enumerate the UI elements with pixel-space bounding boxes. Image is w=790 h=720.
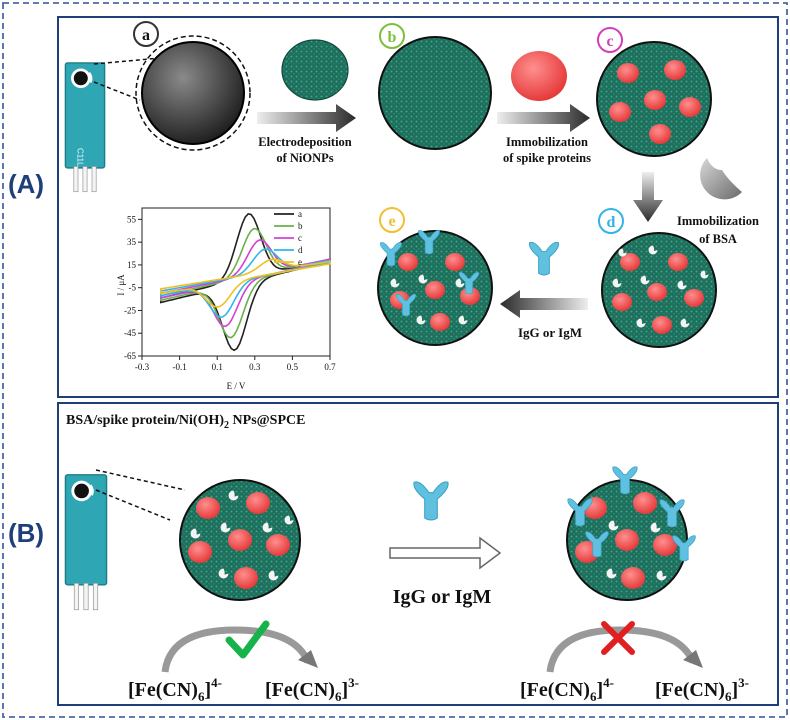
x-tick-label: 0.7: [324, 362, 336, 372]
cv-curve-e: [160, 258, 331, 308]
probe-left-label-left: [Fe(CN)6]4-: [128, 675, 222, 704]
step-e-letter: e: [388, 213, 395, 230]
zoom-circle: [135, 35, 251, 151]
sensor-after-binding: [566, 466, 696, 601]
spike-modified-disk: [596, 41, 712, 157]
arrow-c-to-d: [633, 172, 663, 222]
chart-y-label: I / μA: [116, 274, 126, 296]
x-tick-label: -0.3: [135, 362, 150, 372]
step-d-badge: [598, 208, 624, 234]
step-b-badge: [379, 23, 405, 49]
y-tick-label: -65: [124, 351, 136, 361]
probe-right-label-left: [Fe(CN)6]3-: [265, 675, 359, 704]
x-tick-label: 0.1: [212, 362, 223, 372]
y-tick-label: -5: [129, 283, 137, 293]
step-c-letter: c: [606, 33, 613, 50]
step-d-letter: d: [607, 214, 616, 231]
bsa-molecule: [700, 158, 742, 200]
step-c-badge: [597, 27, 623, 53]
chart-plot-area: [141, 207, 331, 357]
arrow-cd-label-2: of BSA: [699, 232, 737, 246]
electrode-label: C11L: [76, 148, 85, 167]
x-tick-label: 0.3: [249, 362, 261, 372]
legend-label-b: b: [298, 221, 303, 231]
cross-icon: [601, 621, 635, 655]
step-a-badge: [133, 21, 159, 47]
check-icon: [225, 620, 270, 659]
nionp-particle: [281, 39, 349, 101]
legend-label-e: e: [298, 257, 302, 267]
x-tick-label: -0.1: [172, 362, 186, 372]
arrow-a-to-b: [257, 104, 356, 132]
arrow-ab-label-2: of NiONPs: [276, 151, 333, 165]
arrow-cd-label-1: Immobilization: [677, 214, 759, 228]
redox-arc-left: [161, 626, 312, 673]
step-b-letter: b: [388, 29, 397, 46]
x-tick-label: 0.5: [287, 362, 299, 372]
cv-chart: -0.3 -0.1 0.1 0.3 0.5 0.7 55 35 15 -5 -25 -45 -65 ab…: [110, 182, 360, 392]
nionp-modified-disk: [378, 36, 492, 150]
arrow-bc-label-2: of spike proteins: [503, 151, 591, 165]
antibody-bound-disk: [377, 230, 493, 346]
chart-x-label: E / V: [227, 381, 246, 391]
y-tick-label: 15: [127, 260, 137, 270]
y-tick-label: 35: [127, 237, 137, 247]
sensor-before-binding: [179, 479, 301, 601]
y-tick-label: 55: [127, 214, 137, 224]
step-e-badge: [379, 207, 405, 233]
probe-right-label-right: [Fe(CN)6]3-: [655, 675, 749, 704]
arrow-b-to-c: [497, 104, 590, 132]
panel-b-title: BSA/spike protein/Ni(OH)2 NPs@SPCE: [66, 413, 305, 431]
legend-label-d: d: [298, 245, 303, 255]
arrow-binding-label: IgG or IgM: [393, 586, 492, 608]
chart-background: [110, 182, 360, 392]
arrow-binding: [389, 536, 502, 570]
arrow-d-to-e: [500, 290, 588, 318]
bsa-blocked-disk: [601, 232, 717, 348]
bare-electrode-disk: [141, 41, 245, 145]
panel-a-label: (A): [8, 169, 44, 199]
redox-arc-right: [546, 626, 697, 673]
legend-label-c: c: [298, 233, 302, 243]
probe-left-label-right: [Fe(CN)6]4-: [520, 675, 614, 704]
arrow-ab-label-1: Electrodeposition: [258, 135, 352, 149]
y-tick-label: -45: [124, 328, 136, 338]
step-a-letter: a: [142, 27, 150, 44]
y-tick-label: -25: [124, 305, 136, 315]
spike-protein: [511, 51, 567, 101]
panel-b-label: (B): [8, 518, 44, 548]
arrow-de-label: IgG or IgM: [518, 325, 582, 340]
legend-label-a: a: [298, 209, 302, 219]
arrow-bc-label-1: Immobilization: [506, 135, 588, 149]
